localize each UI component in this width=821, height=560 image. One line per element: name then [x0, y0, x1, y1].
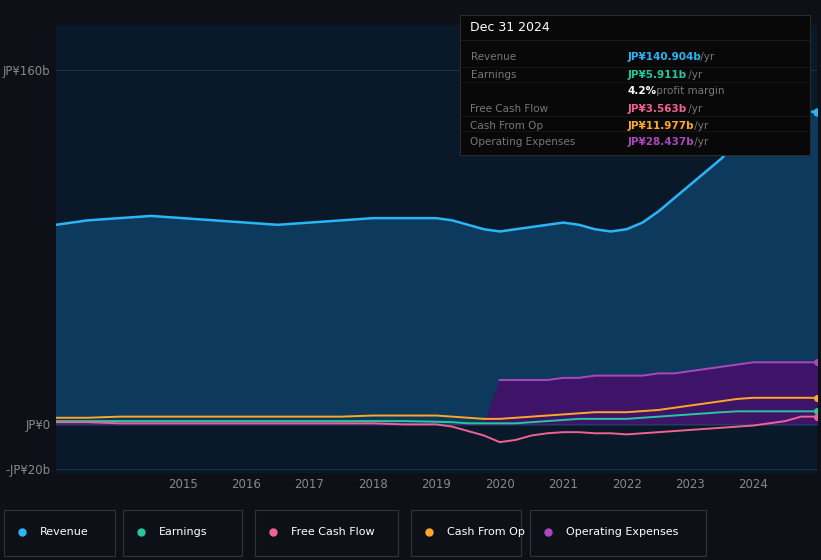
Bar: [123, 510, 242, 556]
Text: JP¥11.977b: JP¥11.977b: [628, 120, 695, 130]
Text: /yr: /yr: [691, 137, 709, 147]
Text: Cash From Op: Cash From Op: [447, 527, 525, 537]
Text: 4.2%: 4.2%: [628, 86, 657, 96]
Text: Earnings: Earnings: [470, 70, 516, 80]
Text: /yr: /yr: [685, 104, 702, 114]
Text: Operating Expenses: Operating Expenses: [470, 137, 576, 147]
Bar: [530, 510, 706, 556]
Text: JP¥5.911b: JP¥5.911b: [628, 70, 687, 80]
Text: Earnings: Earnings: [159, 527, 208, 537]
Text: /yr: /yr: [685, 70, 702, 80]
Text: /yr: /yr: [691, 120, 709, 130]
Bar: [255, 510, 398, 556]
Text: /yr: /yr: [697, 52, 714, 62]
Text: Free Cash Flow: Free Cash Flow: [291, 527, 374, 537]
Bar: [410, 510, 521, 556]
Text: Revenue: Revenue: [40, 527, 89, 537]
Text: JP¥3.563b: JP¥3.563b: [628, 104, 687, 114]
Bar: [4, 510, 115, 556]
Text: profit margin: profit margin: [654, 86, 725, 96]
Text: Free Cash Flow: Free Cash Flow: [470, 104, 548, 114]
Text: JP¥28.437b: JP¥28.437b: [628, 137, 695, 147]
Text: Revenue: Revenue: [470, 52, 516, 62]
Text: JP¥140.904b: JP¥140.904b: [628, 52, 702, 62]
Text: Operating Expenses: Operating Expenses: [566, 527, 678, 537]
Text: Dec 31 2024: Dec 31 2024: [470, 21, 550, 34]
Text: Cash From Op: Cash From Op: [470, 120, 544, 130]
